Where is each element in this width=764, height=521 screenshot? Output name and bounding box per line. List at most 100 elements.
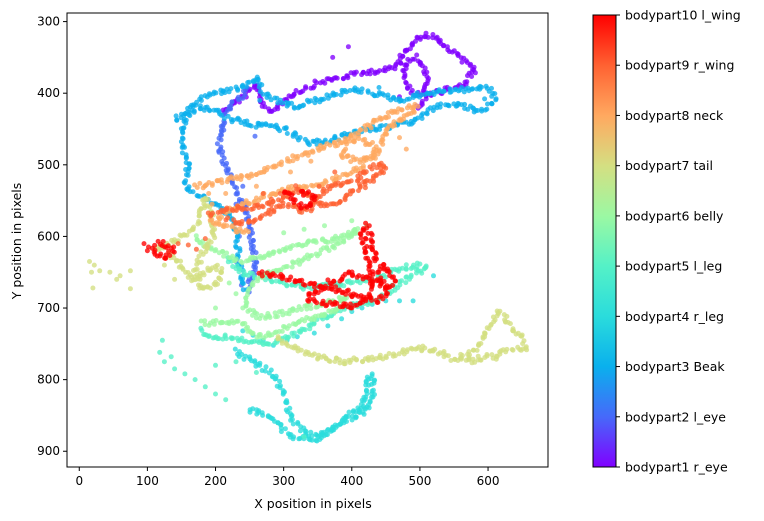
colorbar-ticks: bodypart1 r_eye bodypart2 l_eye bodypart3 … — [616, 8, 741, 475]
data-point — [243, 295, 249, 301]
data-point — [365, 88, 371, 94]
data-point — [482, 330, 487, 336]
data-point — [337, 278, 343, 284]
data-point — [400, 53, 406, 59]
data-point — [365, 255, 371, 261]
data-point — [212, 248, 218, 254]
data-point — [214, 141, 220, 147]
data-point — [225, 113, 231, 119]
data-point — [340, 76, 346, 82]
data-point — [349, 413, 355, 419]
data-point — [242, 210, 248, 216]
data-point — [396, 268, 402, 274]
data-point — [214, 262, 220, 268]
data-point — [230, 264, 236, 269]
data-point — [152, 247, 158, 253]
data-point — [209, 182, 215, 188]
data-point — [257, 216, 263, 221]
data-point — [306, 189, 311, 195]
data-point — [247, 328, 253, 334]
data-point — [374, 300, 380, 305]
data-point — [223, 191, 229, 196]
data-point — [312, 284, 317, 290]
data-point — [386, 114, 391, 120]
data-point — [290, 306, 295, 312]
data-point — [369, 354, 375, 360]
data-point — [333, 284, 339, 290]
data-point — [370, 279, 376, 285]
data-point — [144, 248, 150, 254]
data-point — [259, 203, 265, 209]
data-point — [127, 268, 133, 274]
data-point — [310, 192, 316, 198]
data-point — [364, 244, 370, 249]
data-point — [347, 138, 353, 144]
data-point — [281, 125, 287, 131]
data-point — [200, 251, 206, 257]
data-point — [127, 286, 133, 292]
data-point — [198, 318, 204, 324]
data-point — [369, 373, 375, 379]
data-point — [238, 120, 244, 126]
data-point — [440, 43, 446, 49]
data-point — [317, 143, 323, 149]
data-point — [444, 44, 450, 50]
data-point — [482, 96, 488, 102]
data-point — [421, 266, 427, 272]
data-point — [422, 84, 428, 90]
data-point — [272, 95, 278, 101]
data-point — [323, 239, 329, 245]
data-point — [282, 426, 288, 432]
data-point — [157, 349, 163, 355]
data-point — [286, 334, 292, 340]
data-point — [290, 158, 296, 164]
data-point — [396, 117, 402, 123]
y-tick-label: 400 — [37, 86, 60, 100]
data-point — [373, 251, 379, 257]
y-axis-ticks: 300 400 500 600 700 800 900 — [37, 15, 67, 458]
data-point — [189, 278, 195, 284]
data-point — [302, 327, 308, 333]
data-point — [252, 133, 258, 139]
data-point — [451, 101, 457, 107]
data-point — [422, 345, 428, 351]
data-point — [255, 202, 261, 208]
data-point — [418, 34, 424, 40]
data-point — [326, 308, 332, 314]
data-point — [342, 197, 348, 203]
data-point — [359, 297, 365, 303]
data-point — [313, 239, 319, 245]
data-point — [351, 408, 356, 414]
data-point — [416, 344, 422, 350]
data-point — [239, 83, 245, 89]
data-point — [360, 274, 366, 280]
data-point — [357, 183, 363, 189]
data-point — [243, 325, 249, 331]
data-point — [183, 155, 189, 161]
data-point — [298, 205, 304, 211]
data-point — [257, 97, 263, 103]
data-point — [197, 273, 203, 279]
data-point — [224, 320, 230, 326]
data-point — [228, 117, 234, 122]
data-point — [161, 359, 167, 365]
data-point — [241, 268, 247, 274]
data-point — [400, 347, 406, 353]
data-point — [306, 238, 312, 244]
data-point — [401, 68, 407, 74]
data-point — [250, 237, 256, 243]
data-point — [268, 97, 274, 103]
data-point — [197, 106, 203, 112]
data-point — [236, 338, 241, 344]
data-point — [397, 298, 402, 304]
data-point — [307, 281, 313, 287]
data-point — [216, 216, 222, 222]
y-tick-label: 900 — [37, 444, 60, 458]
data-point — [322, 80, 328, 86]
data-point — [207, 320, 213, 326]
data-point — [414, 90, 420, 96]
data-point — [197, 220, 203, 226]
x-tick-label: 300 — [272, 474, 295, 488]
data-point — [459, 85, 465, 90]
data-point — [194, 185, 200, 190]
